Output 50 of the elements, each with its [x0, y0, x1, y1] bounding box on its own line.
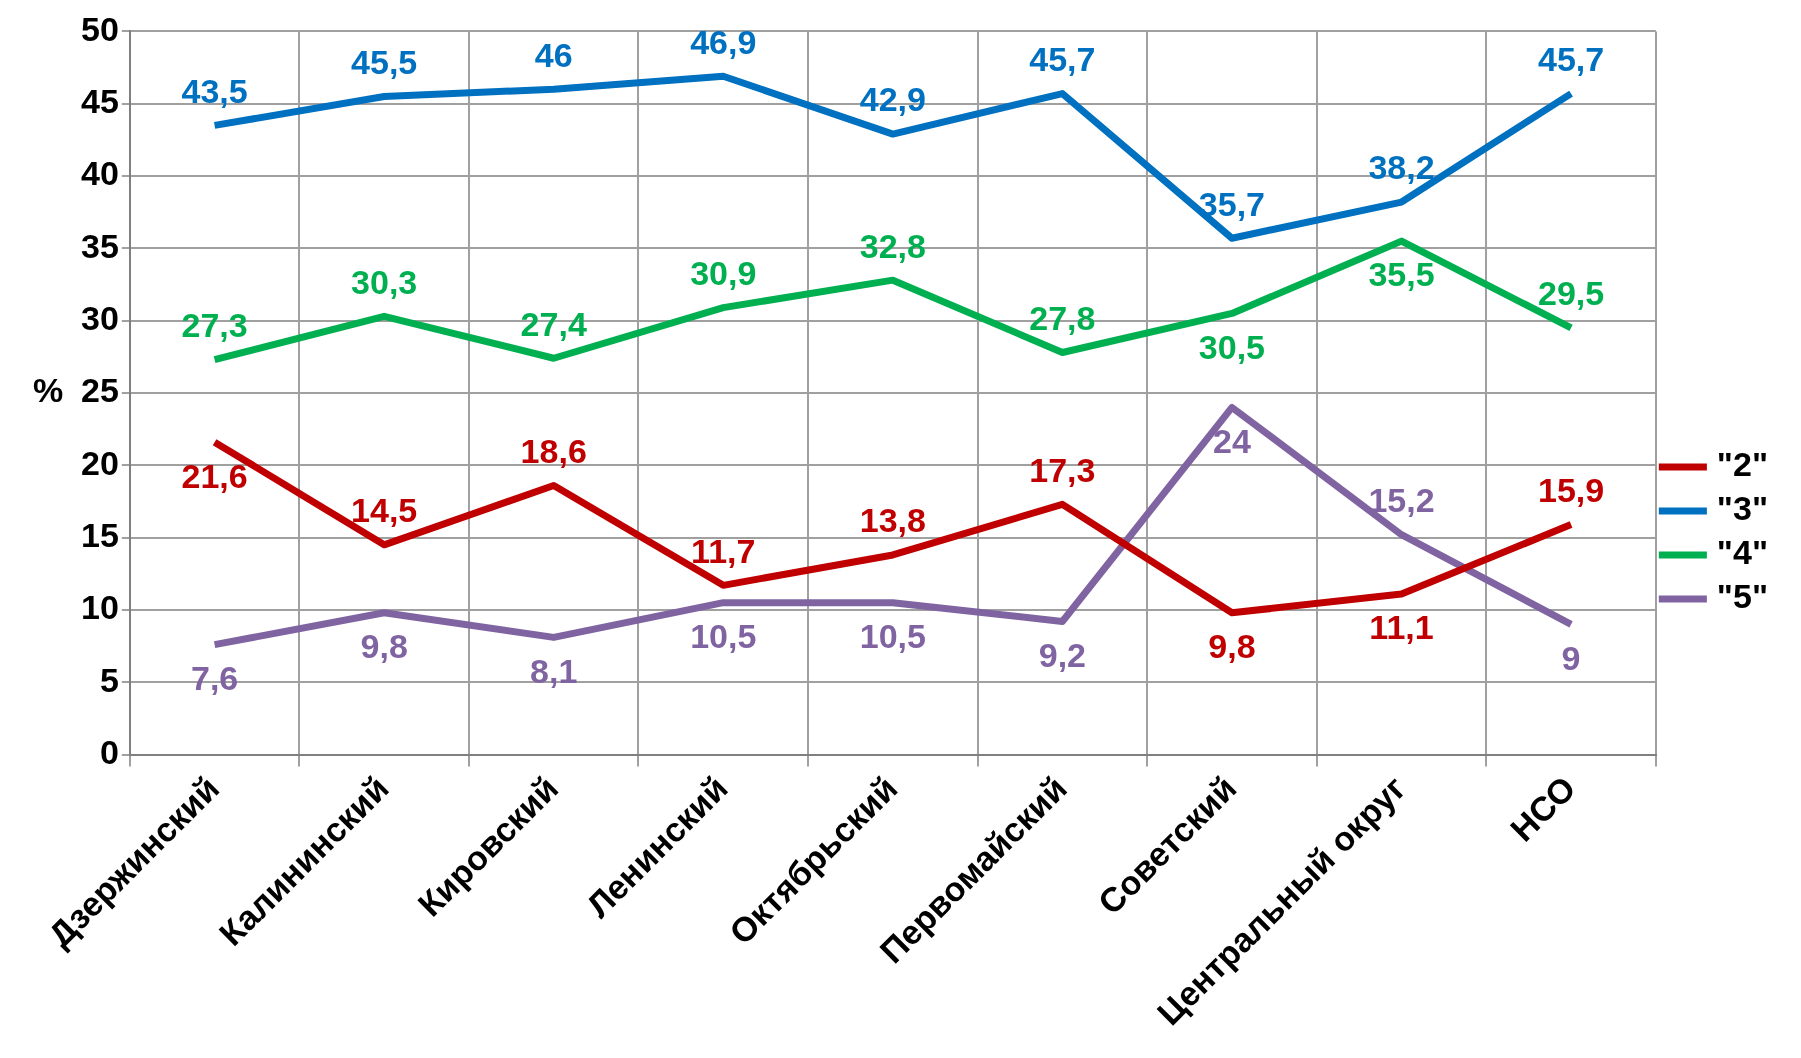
data-label: 45,7	[1537, 39, 1605, 78]
data-label: 42,9	[859, 80, 926, 119]
data-label: 9,8	[1208, 627, 1256, 666]
data-label: 35,5	[1368, 255, 1435, 294]
data-label: 15,2	[1368, 481, 1435, 520]
y-tick-label: 20	[80, 443, 119, 482]
data-label: 30,9	[690, 254, 757, 293]
data-label: 9	[1561, 638, 1581, 677]
data-label: 27,8	[1029, 298, 1096, 337]
data-label: 15,9	[1537, 470, 1605, 509]
y-axis-title: %	[32, 371, 64, 410]
data-label: 10,5	[859, 617, 926, 656]
legend-label: "2"	[1716, 445, 1769, 484]
y-tick-label: 0	[99, 732, 119, 771]
data-label: 43,5	[181, 71, 248, 110]
legend-label: "5"	[1716, 577, 1769, 616]
data-label: 24	[1213, 421, 1251, 460]
data-label: 32,8	[859, 226, 926, 265]
y-tick-label: 5	[99, 660, 119, 699]
data-label: 27,4	[520, 304, 587, 343]
data-label: 13,8	[859, 501, 926, 540]
data-label: 11,7	[691, 531, 756, 570]
legend-label: "3"	[1716, 489, 1769, 528]
y-tick-label: 50	[80, 9, 119, 48]
data-label: 9,8	[360, 627, 408, 666]
data-label: 8,1	[530, 651, 578, 690]
y-tick-label: 45	[80, 82, 119, 121]
y-tick-label: 40	[80, 154, 119, 193]
data-label: 10,5	[690, 617, 757, 656]
data-label: 9,2	[1038, 635, 1087, 674]
y-tick-label: 15	[80, 515, 119, 554]
data-label: 30,5	[1198, 327, 1266, 366]
data-label: 21,6	[181, 456, 248, 495]
legend-label: "4"	[1716, 533, 1769, 572]
data-label: 38,2	[1368, 148, 1435, 187]
y-tick-label: 35	[80, 226, 119, 265]
data-label: 45,7	[1029, 39, 1096, 78]
data-label: 29,5	[1537, 274, 1605, 313]
y-tick-label: 10	[80, 588, 119, 627]
data-label: 46	[534, 35, 573, 74]
data-label: 14,5	[351, 491, 418, 530]
data-label: 17,3	[1029, 450, 1096, 489]
data-label: 18,6	[520, 431, 587, 470]
data-label: 45,5	[351, 42, 418, 81]
y-tick-label: 30	[80, 299, 119, 338]
data-label: 11,1	[1369, 608, 1434, 647]
data-label: 46,9	[690, 22, 757, 61]
data-label: 30,3	[351, 262, 418, 301]
y-tick-label: 25	[80, 371, 119, 410]
data-label: 27,3	[181, 306, 248, 345]
